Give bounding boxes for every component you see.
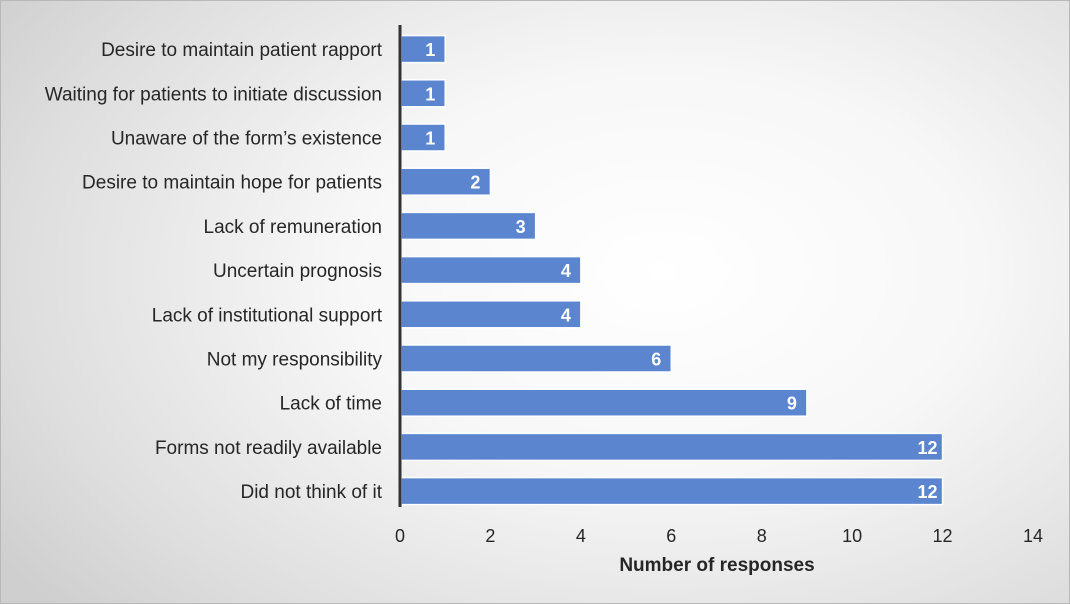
- bar: [400, 344, 673, 373]
- data-label: 12: [918, 438, 938, 458]
- bar: [400, 300, 582, 329]
- x-tick-label: 14: [1023, 526, 1043, 546]
- x-tick-label: 2: [485, 526, 495, 546]
- bar: [400, 255, 582, 285]
- category-label: Desire to maintain patient rapport: [101, 40, 383, 61]
- data-label: 4: [561, 305, 571, 325]
- x-tick-label: 6: [666, 526, 676, 546]
- bar: [400, 123, 446, 152]
- x-tick-label: 10: [842, 526, 862, 546]
- data-label: 6: [651, 350, 661, 370]
- x-tick-label: 4: [576, 526, 586, 546]
- bar: [400, 211, 537, 241]
- bar: [400, 34, 446, 64]
- x-tick-label: 0: [395, 526, 405, 546]
- category-label: Did not think of it: [240, 482, 382, 503]
- data-label: 1: [425, 129, 435, 149]
- x-axis-title: Number of responses: [619, 555, 814, 576]
- data-label: 4: [561, 261, 571, 281]
- category-label: Uncertain prognosis: [213, 261, 382, 282]
- bar: [400, 432, 944, 462]
- x-tick-label: 8: [757, 526, 767, 546]
- data-label: 2: [470, 173, 480, 193]
- data-label: 12: [918, 482, 938, 502]
- data-label: 1: [425, 40, 435, 60]
- bar: [400, 476, 944, 506]
- category-label: Lack of remuneration: [204, 217, 383, 238]
- category-label: Waiting for patients to initiate discuss…: [45, 84, 382, 105]
- data-label: 9: [787, 394, 797, 414]
- category-label: Lack of institutional support: [152, 305, 383, 326]
- category-label: Unaware of the form’s existence: [111, 129, 382, 150]
- category-label: Desire to maintain hope for patients: [82, 173, 382, 194]
- bar: [400, 79, 446, 108]
- data-label: 3: [516, 217, 526, 237]
- category-label: Lack of time: [280, 394, 382, 415]
- category-label: Not my responsibility: [207, 350, 383, 371]
- data-label: 1: [425, 84, 435, 104]
- bar: [400, 388, 808, 417]
- x-tick-label: 12: [933, 526, 953, 546]
- category-label: Forms not readily available: [155, 438, 382, 459]
